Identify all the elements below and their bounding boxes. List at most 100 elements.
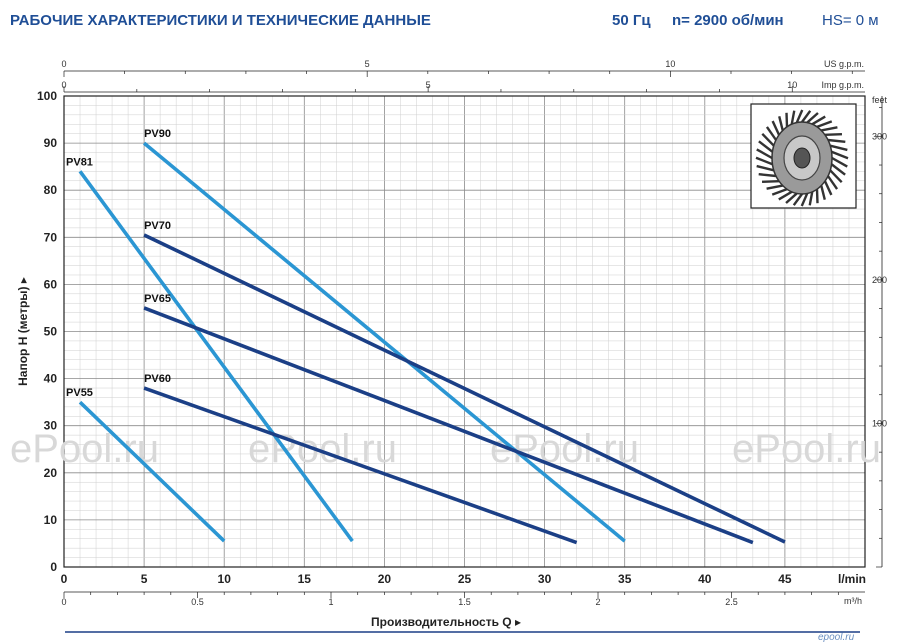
watermarks: ePool.ru ePool.ru ePool.ru ePool.ru	[10, 427, 881, 471]
impeller-vane	[785, 192, 798, 204]
m3h-tick-label: 2	[596, 597, 601, 607]
series-label-pv65: PV65	[144, 293, 171, 305]
m3h-tick-label: 0.5	[191, 597, 204, 607]
impeller-vane	[766, 184, 783, 190]
impeller-vane	[808, 191, 814, 206]
feet-tick-label: 200	[872, 275, 887, 285]
us-gpm-tick-label: 5	[365, 59, 370, 69]
impeller-vane	[778, 190, 793, 201]
impeller-vane	[755, 156, 773, 166]
m3h-tick-label: 1.5	[458, 597, 471, 607]
series-line-pv81	[78, 170, 354, 543]
impeller-vane	[761, 132, 775, 147]
us-gpm-tick-label: 0	[61, 59, 66, 69]
y-tick-label: 80	[44, 183, 58, 197]
impeller-vane	[795, 109, 804, 124]
impeller-vane	[758, 140, 774, 153]
m3h-tick-label: 2.5	[725, 597, 738, 607]
series-label-pv70: PV70	[144, 220, 171, 232]
x-tick-label: 25	[458, 572, 472, 586]
m3h-unit-label: m³/h	[844, 596, 862, 606]
feet-tick-label: 100	[872, 418, 887, 428]
x-tick-label: 35	[618, 572, 632, 586]
y-tick-label: 100	[37, 89, 57, 103]
impeller-vane	[756, 148, 773, 160]
y-axis-label: Напор H (метры) ▸	[16, 277, 30, 386]
watermark-text: ePool.ru	[732, 427, 881, 471]
impeller-vane	[756, 164, 775, 172]
impeller-vane	[771, 188, 788, 196]
x-unit-label: l/min	[838, 572, 866, 586]
y-tick-label: 30	[44, 419, 58, 433]
impeller-vane	[806, 112, 819, 124]
x-tick-label: 45	[778, 572, 792, 586]
impeller-vane	[823, 180, 833, 196]
impeller-vane	[778, 116, 784, 131]
impeller-vane	[824, 133, 843, 137]
impeller-vane	[829, 144, 848, 152]
chart-grid	[63, 95, 866, 568]
x-tick-label: 40	[698, 572, 712, 586]
y-tick-label: 10	[44, 513, 58, 527]
series-line-pv65	[143, 306, 754, 545]
series-line-pv55	[78, 400, 226, 543]
us-gpm-unit-label: US g.p.m.	[824, 59, 864, 69]
series-label-pv55: PV55	[66, 387, 93, 399]
feet-tick-label: 300	[872, 131, 887, 141]
series-line-pv60	[143, 386, 578, 545]
impeller-vane	[758, 172, 777, 178]
y-tick-label: 60	[44, 277, 58, 291]
impeller-vane	[765, 126, 778, 141]
impeller-vane	[761, 179, 780, 183]
impeller-bore	[793, 147, 811, 169]
series-line-pv90	[142, 141, 626, 543]
impeller-vane	[820, 185, 826, 200]
us-gpm-tick-label: 10	[665, 59, 675, 69]
impeller-vane	[811, 115, 826, 126]
impeller-vane	[826, 175, 839, 190]
y-tick-label: 40	[44, 372, 58, 386]
x-axis-label: Производительность Q ▸	[371, 615, 521, 629]
chart-title: РАБОЧИЕ ХАРАКТЕРИСТИКИ И ТЕХНИЧЕСКИЕ ДАН…	[10, 12, 431, 29]
impeller-vane	[792, 193, 803, 206]
series-line-pv70	[143, 233, 786, 544]
series-label-pv60: PV60	[144, 373, 171, 385]
series-label-pv81: PV81	[66, 156, 93, 168]
x-tick-label: 0	[61, 572, 68, 586]
suction-height-label: HS= 0 м	[822, 12, 879, 29]
x-tick-label: 30	[538, 572, 552, 586]
impeller-vane	[790, 110, 796, 125]
impeller-vane	[827, 138, 846, 144]
chart-series: PV55 PV81 PV90 PV60 PV65 PV70	[66, 128, 786, 545]
y-tick-label: 0	[50, 560, 57, 574]
y-tick-label: 70	[44, 230, 58, 244]
imp-gpm-tick-label: 0	[61, 80, 66, 90]
imp-gpm-tick-label: 5	[426, 80, 431, 90]
y-tick-label: 20	[44, 466, 58, 480]
impeller-vane	[829, 169, 843, 184]
imp-gpm-tick-label: 10	[787, 80, 797, 90]
plot-frame	[63, 95, 866, 568]
x-tick-label: 20	[378, 572, 392, 586]
imp-gpm-unit-label: Imp g.p.m.	[821, 80, 864, 90]
impeller-vane	[831, 150, 849, 160]
footer-logo: epool.ru	[818, 632, 855, 643]
chart-axes: 0 5 10 15 20 25 30 35 40 45 l/min01020304050607080…	[16, 59, 888, 629]
x-tick-label: 5	[141, 572, 148, 586]
series-label-pv90: PV90	[144, 128, 171, 140]
impeller-vane	[821, 126, 838, 132]
impeller-vane	[830, 163, 846, 176]
impeller-vane	[771, 120, 781, 136]
x-tick-label: 10	[218, 572, 232, 586]
m3h-tick-label: 0	[61, 597, 66, 607]
impeller-vane	[801, 110, 812, 123]
impeller-image	[750, 103, 857, 209]
y-tick-label: 90	[44, 136, 58, 150]
watermark-text: ePool.ru	[10, 427, 159, 471]
feet-unit-label: feet	[872, 95, 888, 105]
speed-label: n= 2900 об/мин	[672, 12, 784, 29]
impeller-vane	[816, 120, 833, 128]
impeller-vane	[800, 192, 809, 207]
y-tick-label: 50	[44, 325, 58, 339]
